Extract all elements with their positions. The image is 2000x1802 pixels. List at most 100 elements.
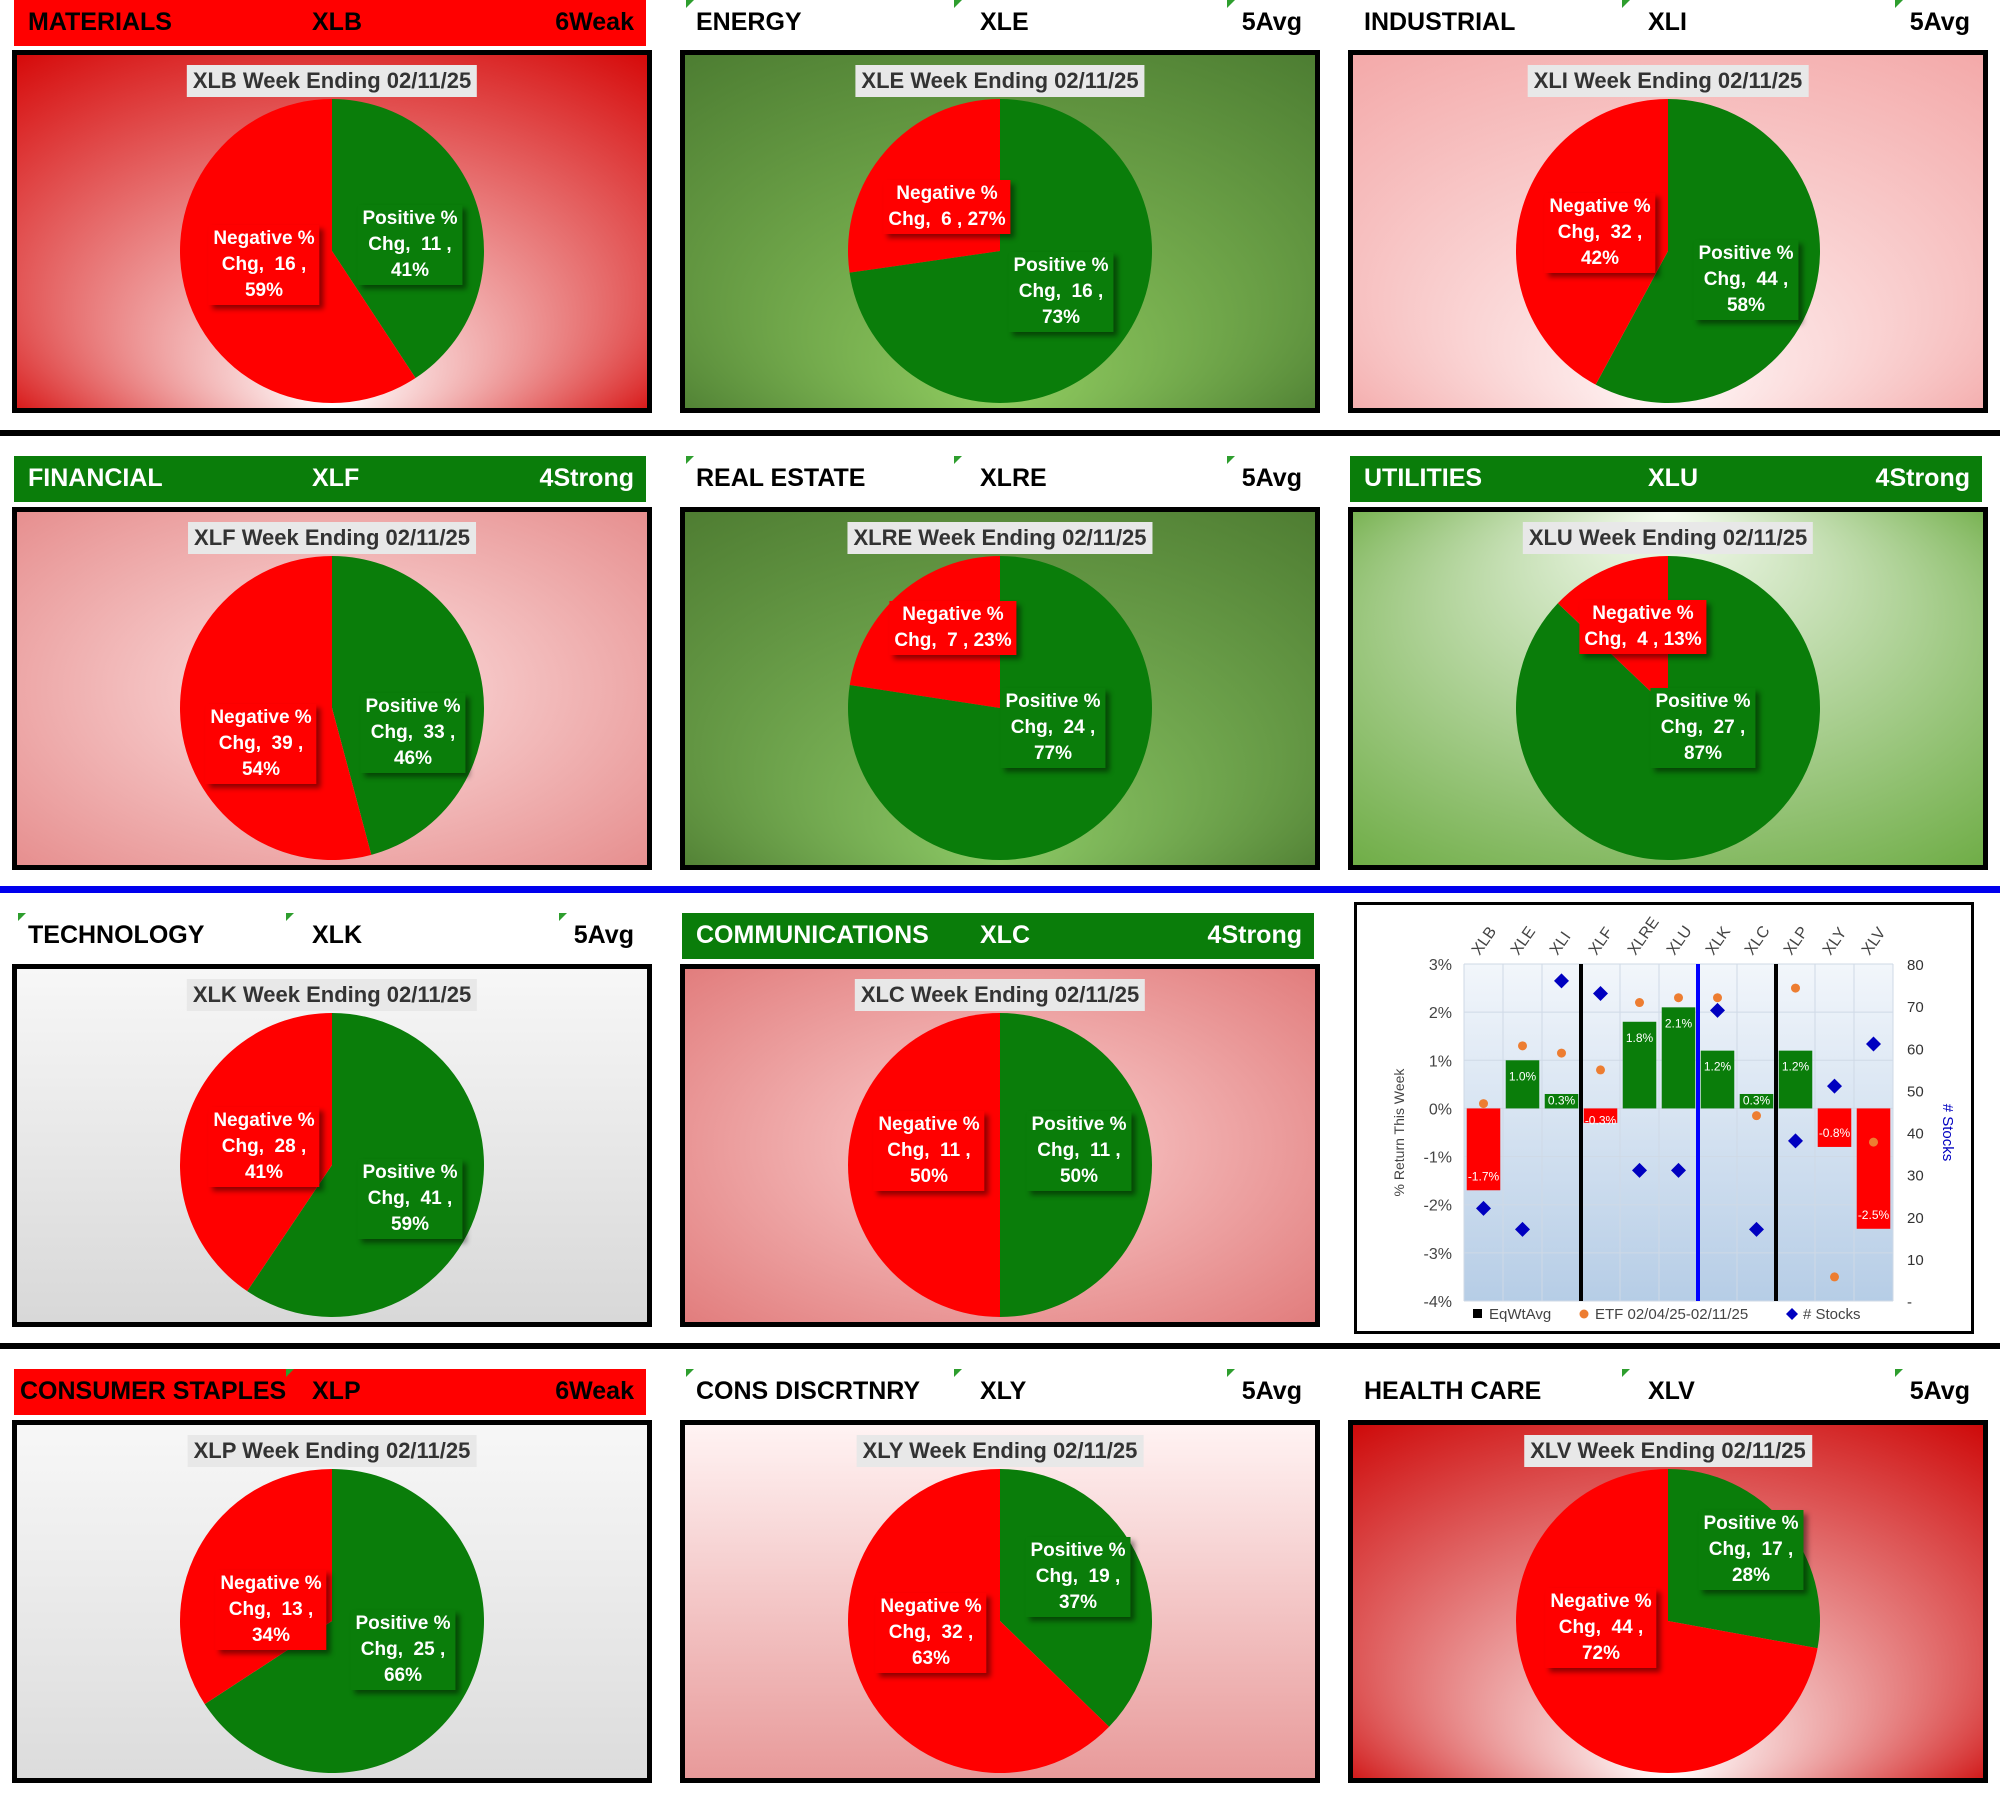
pie-label-negative: Negative % Chg, 39 , 54% xyxy=(205,704,317,784)
rating: 4Strong xyxy=(1207,921,1302,949)
bar-data-label: -1.7% xyxy=(1468,1169,1500,1183)
pie-svg xyxy=(1353,1425,1983,1778)
bar-eqwtavg xyxy=(1856,1108,1891,1229)
row-separator-1 xyxy=(0,430,2000,436)
pie-title: XLB Week Ending 02/11/25 xyxy=(186,65,478,97)
x-category-label: XLE xyxy=(1508,924,1539,959)
pie-title: XLV Week Ending 02/11/25 xyxy=(1524,1435,1812,1467)
y2-tick-label: - xyxy=(1907,1294,1912,1311)
rating: 4Strong xyxy=(539,464,634,492)
stock-count-point xyxy=(1671,1162,1686,1178)
stock-count-point xyxy=(1593,985,1608,1001)
sector-name: INDUSTRIAL xyxy=(1364,8,1516,36)
pie-label-positive: Positive % Chg, 24 , 77% xyxy=(1000,688,1106,768)
x-category-label: XLF xyxy=(1586,924,1617,958)
pie-title: XLK Week Ending 02/11/25 xyxy=(186,979,478,1011)
sector-name: CONS DISCRTNRY xyxy=(696,1377,921,1405)
y2-tick-label: 40 xyxy=(1907,1126,1924,1143)
bar-eqwtavg xyxy=(1622,1021,1657,1109)
pie-panel-xlu: XLU Week Ending 02/11/25 Positive % Chg, … xyxy=(1348,507,1988,870)
pie-title: XLU Week Ending 02/11/25 xyxy=(1522,522,1814,554)
sector-name: COMMUNICATIONS xyxy=(696,921,929,949)
y-tick-label: -3% xyxy=(1424,1246,1452,1263)
y2-tick-label: 10 xyxy=(1907,1252,1924,1269)
pie-label-positive: Positive % Chg, 16 , 73% xyxy=(1008,252,1114,332)
pie-label-positive: Positive % Chg, 17 , 28% xyxy=(1698,1510,1804,1590)
pie-panel-xli: XLI Week Ending 02/11/25 Positive % Chg, … xyxy=(1348,50,1988,413)
pie-label-negative: Negative % Chg, 28 , 41% xyxy=(208,1107,320,1187)
x-category-label: XLY xyxy=(1820,924,1851,958)
legend-label: EqWtAvg xyxy=(1489,1306,1551,1323)
ticker: XLB xyxy=(312,8,362,36)
pie-label-negative: Negative % Chg, 13 , 34% xyxy=(215,1570,327,1650)
x-category-label: XLU xyxy=(1664,923,1696,958)
ticker: XLI xyxy=(1648,8,1687,36)
bar-eqwtavg xyxy=(1466,1108,1501,1191)
pie-title: XLRE Week Ending 02/11/25 xyxy=(847,522,1153,554)
bar-eqwtavg xyxy=(1661,1007,1696,1109)
bar-data-label: -2.5% xyxy=(1858,1208,1890,1222)
pie-label-negative: Negative % Chg, 32 , 42% xyxy=(1544,193,1656,273)
pie-label-negative: Negative % Chg, 7 , 23% xyxy=(889,601,1017,655)
pie-label-negative: Negative % Chg, 32 , 63% xyxy=(875,1593,987,1673)
etf-return-point xyxy=(1869,1137,1878,1147)
sector-name: UTILITIES xyxy=(1364,464,1483,492)
pie-panel-xlre: XLRE Week Ending 02/11/25 Positive % Chg,… xyxy=(680,507,1320,870)
x-category-label: XLK xyxy=(1703,924,1734,959)
y2-axis-title: # Stocks xyxy=(1939,1104,1956,1162)
rating: 5Avg xyxy=(573,921,634,949)
y-tick-label: 1% xyxy=(1429,1053,1452,1070)
ticker: XLU xyxy=(1648,464,1698,492)
pie-panel-xlv: XLV Week Ending 02/11/25 Positive % Chg, … xyxy=(1348,1420,1988,1783)
pie-label-negative: Negative % Chg, 6 , 27% xyxy=(883,180,1011,234)
pie-label-positive: Positive % Chg, 11 , 41% xyxy=(357,205,463,285)
sector-header: REAL ESTATE XLRE 5Avg xyxy=(682,456,1314,502)
legend-marker xyxy=(1473,1309,1482,1318)
legend-marker xyxy=(1579,1309,1589,1319)
pie-slice-positive xyxy=(204,1469,484,1773)
row-separator-3 xyxy=(0,1343,2000,1349)
ticker: XLK xyxy=(312,921,362,949)
rating: 6Weak xyxy=(555,1377,634,1405)
stock-count-point xyxy=(1632,1162,1647,1178)
bar-data-label: 1.8% xyxy=(1626,1031,1654,1045)
pie-label-positive: Positive % Chg, 11 , 50% xyxy=(1026,1111,1132,1191)
y2-tick-label: 70 xyxy=(1907,999,1924,1016)
pie-panel-xly: XLY Week Ending 02/11/25 Positive % Chg, … xyxy=(680,1420,1320,1783)
bar-data-label: 1.0% xyxy=(1509,1069,1537,1083)
bar-eqwtavg xyxy=(1817,1108,1852,1147)
stock-count-point xyxy=(1515,1221,1530,1237)
pie-svg xyxy=(685,512,1315,865)
pie-label-negative: Negative % Chg, 44 , 72% xyxy=(1545,1588,1657,1668)
x-category-label: XLI xyxy=(1547,929,1575,958)
pie-label-positive: Positive % Chg, 33 , 46% xyxy=(360,693,466,773)
bar-data-label: 1.2% xyxy=(1704,1060,1732,1074)
stock-count-point xyxy=(1788,1133,1803,1149)
pie-label-positive: Positive % Chg, 44 , 58% xyxy=(1693,240,1799,320)
legend-marker xyxy=(1786,1308,1798,1320)
pie-panel-xle: XLE Week Ending 02/11/25 Positive % Chg, … xyxy=(680,50,1320,413)
y-tick-label: -1% xyxy=(1424,1150,1452,1167)
stock-count-point xyxy=(1710,1002,1725,1018)
pie-label-positive: Positive % Chg, 27 , 87% xyxy=(1650,688,1756,768)
sector-header: HEALTH CARE XLV 5Avg xyxy=(1350,1369,1982,1415)
summary-chart-svg: 3% 2% 1% 0% -1% -2% -3% -4% 80 70 60 50 40 30 20 10 - % R… xyxy=(1391,914,1956,1323)
pie-slice-negative xyxy=(1516,1469,1818,1773)
bar-data-label: -0.3% xyxy=(1585,1113,1617,1127)
y-axis-title: % Return This Week xyxy=(1391,1068,1407,1197)
ticker: XLE xyxy=(980,8,1029,36)
sector-header: CONS DISCRTNRY XLY 5Avg xyxy=(682,1369,1314,1415)
ticker: XLY xyxy=(980,1377,1027,1405)
stock-count-point xyxy=(1827,1078,1842,1094)
y-tick-label: 0% xyxy=(1429,1101,1452,1118)
pie-panel-xlp: XLP Week Ending 02/11/25 Positive % Chg, … xyxy=(12,1420,652,1783)
etf-return-point xyxy=(1674,993,1683,1003)
x-category-label: XLC xyxy=(1742,923,1774,958)
y-tick-label: -2% xyxy=(1424,1198,1452,1215)
etf-return-point xyxy=(1479,1099,1488,1109)
pie-label-positive: Positive % Chg, 25 , 66% xyxy=(350,1610,456,1690)
sector-summary-chart: 3% 2% 1% 0% -1% -2% -3% -4% 80 70 60 50 40 30 20 10 - % R… xyxy=(1354,902,1974,1334)
rating: 6Weak xyxy=(555,8,634,36)
sector-header: COMMUNICATIONS XLC 4Strong xyxy=(682,913,1314,959)
rating: 5Avg xyxy=(1241,464,1302,492)
